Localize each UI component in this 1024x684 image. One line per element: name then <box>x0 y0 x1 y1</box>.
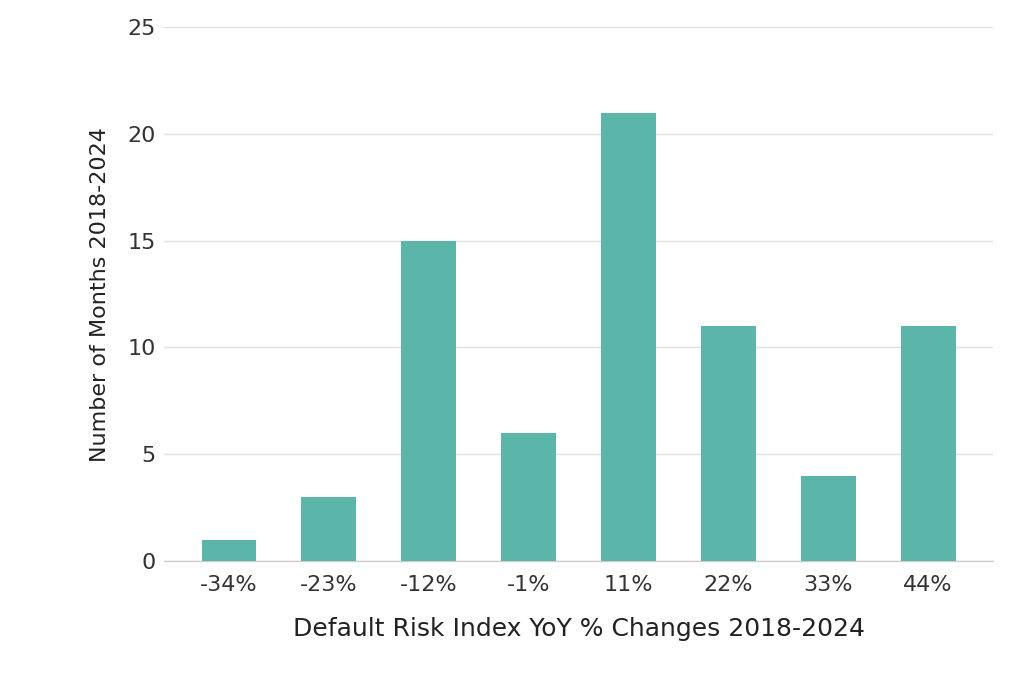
Bar <box>202 540 256 561</box>
Bar <box>901 326 955 561</box>
Bar <box>401 241 457 561</box>
Bar <box>700 326 756 561</box>
Bar <box>301 497 356 561</box>
Y-axis label: Number of Months 2018-2024: Number of Months 2018-2024 <box>90 127 111 462</box>
X-axis label: Default Risk Index YoY % Changes 2018-2024: Default Risk Index YoY % Changes 2018-20… <box>293 617 864 641</box>
Bar <box>501 433 556 561</box>
Bar <box>801 475 856 561</box>
Bar <box>601 113 656 561</box>
